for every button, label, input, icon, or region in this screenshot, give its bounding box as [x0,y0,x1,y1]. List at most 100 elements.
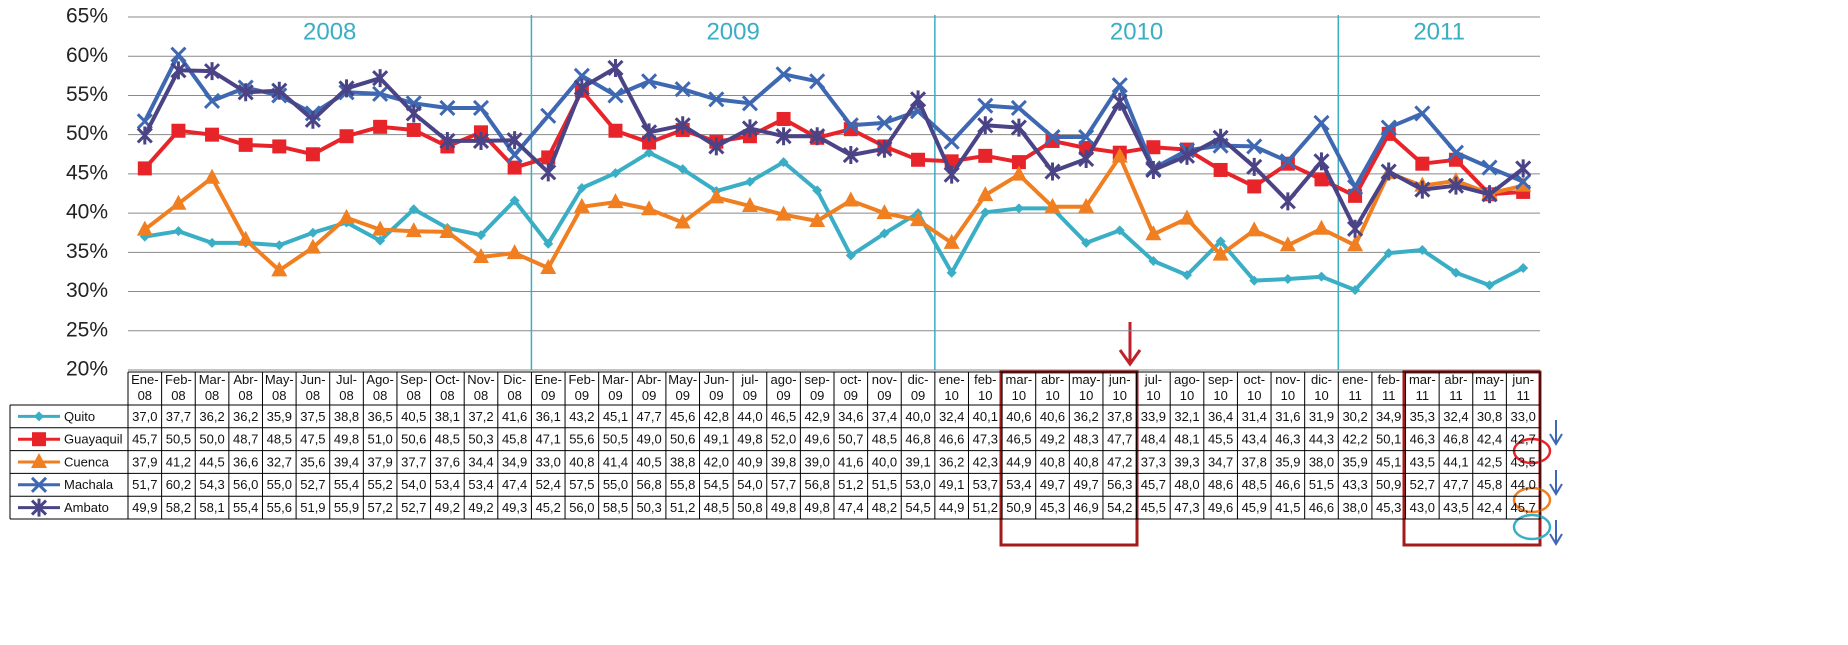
data-label: 51,0 [367,432,392,447]
x-tick-label: Ago-08 [366,372,393,403]
point [776,111,791,126]
data-label: 36,6 [233,454,258,469]
data-label: 48,5 [872,432,897,447]
point [238,137,253,152]
point [573,78,590,97]
point [406,122,421,137]
data-label: 44,1 [1443,454,1468,469]
data-label: 48,1 [1174,432,1199,447]
data-label: 42,5 [1477,454,1502,469]
line [144,150,1525,292]
data-label: 41,5 [1275,500,1300,515]
data-label: 60,2 [166,477,191,492]
data-label: 55,6 [569,432,594,447]
data-label: 49,7 [1040,477,1065,492]
data-label: 50,9 [1006,500,1031,515]
data-label: 52,0 [771,432,796,447]
data-label: 48,0 [1174,477,1199,492]
data-label: 32,4 [939,409,964,424]
point [472,99,490,117]
data-label: 37,9 [367,454,392,469]
series [139,147,1529,295]
point [372,85,389,102]
data-label: 52,7 [401,500,426,515]
point [203,62,221,81]
point [608,123,623,138]
legend-label: Cuenca [64,454,110,469]
legend-label: Quito [64,409,95,424]
data-label: 37,0 [132,409,157,424]
data-label: 45,7 [1141,477,1166,492]
x-tick-label: dic-10 [1311,372,1332,403]
data-label: 36,2 [199,409,224,424]
series [136,147,1532,277]
data-label: 56,8 [636,477,661,492]
data-label: 48,5 [1242,477,1267,492]
point [1313,152,1330,171]
data-label: 48,5 [435,432,460,447]
data-label: 45,1 [1376,454,1401,469]
data-label: 38,0 [1309,454,1334,469]
point [642,135,657,150]
point [842,146,859,165]
data-label: 52,7 [300,477,325,492]
y-tick-label: 40% [66,201,108,224]
point [136,220,153,236]
point [909,90,927,109]
data-label: 47,5 [300,432,325,447]
point [1481,185,1498,204]
point [1380,162,1397,181]
point [1515,159,1532,178]
data-label: 45,9 [1242,500,1267,515]
data-label: 49,0 [636,432,661,447]
data-label: 48,6 [1208,477,1233,492]
point [1246,221,1263,237]
x-tick-label: oct-09 [840,372,862,403]
point [876,114,893,131]
point [1212,245,1229,261]
point [741,95,759,112]
point [1515,173,1532,190]
data-label: 58,1 [199,500,224,515]
data-label: 45,7 [1511,500,1536,515]
point [1078,149,1095,168]
data-label: 39,0 [805,454,830,469]
data-label: 37,5 [300,409,325,424]
data-label: 49,2 [468,500,493,515]
data-label: 49,6 [805,432,830,447]
point [1515,176,1532,192]
data-label: 50,8 [737,500,762,515]
point [674,213,691,229]
point [607,58,624,77]
data-label: 43,5 [1511,454,1536,469]
data-label: 36,5 [367,409,392,424]
point [372,220,389,236]
circle-marker [1512,513,1552,541]
x-tick-label: Sep-08 [400,372,427,403]
data-label: 51,2 [670,500,695,515]
data-label: 50,1 [1376,432,1401,447]
point [876,139,893,158]
point [607,193,624,209]
data-label: 44,9 [1006,454,1031,469]
point [1145,225,1162,241]
data-label: 37,8 [1107,409,1132,424]
point [1010,99,1027,117]
point [1447,176,1465,195]
x-tick-label: ago-09 [771,372,797,403]
x-tick-label: feb-11 [1378,372,1400,403]
x-tick-label: mar-10 [1006,372,1033,403]
data-label: 33,0 [1511,409,1536,424]
data-label: 34,6 [838,409,863,424]
point [372,69,389,88]
point [1179,209,1195,225]
data-label: 39,1 [905,454,930,469]
point [1347,179,1364,196]
x-tick-label: sep-10 [1208,372,1233,403]
y-tick-label: 20% [66,358,108,381]
point [677,164,688,175]
point [1313,219,1330,235]
data-label: 50,5 [603,432,628,447]
data-label: 35,9 [1275,454,1300,469]
